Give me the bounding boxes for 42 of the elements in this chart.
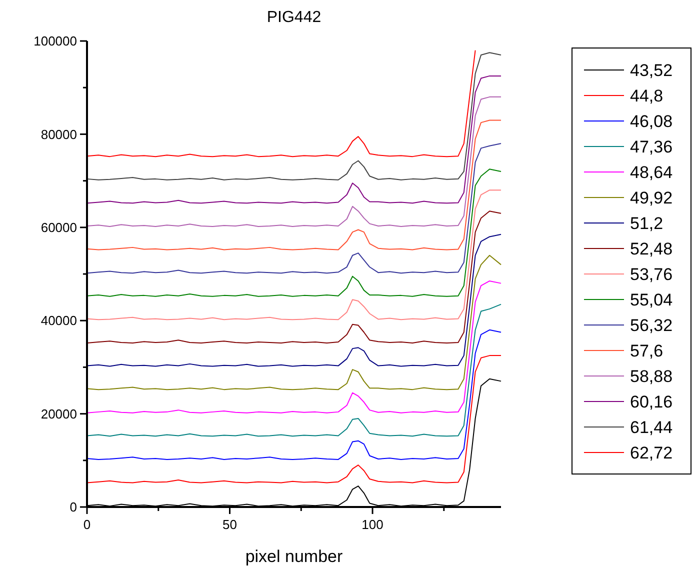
y-tick-label: 80000	[40, 126, 77, 142]
legend-label: 58,88	[630, 366, 673, 386]
y-tick-label: 20000	[40, 406, 77, 422]
legend-label: 57,6	[630, 341, 664, 360]
legend-label: 46,08	[630, 112, 673, 131]
line-series	[86, 143, 502, 274]
legend-label: 47,36	[630, 137, 673, 156]
y-tick-label: 0	[70, 500, 77, 515]
legend-label: 49,92	[630, 188, 673, 208]
legend-label: 51,2	[630, 214, 664, 233]
chart-title: PIG442	[266, 9, 322, 26]
legend-label: 48,64	[630, 162, 673, 182]
line-series	[86, 120, 502, 250]
y-tick-label: 100000	[34, 34, 77, 49]
legend-label: 56,32	[630, 316, 673, 335]
x-tick-label: 50	[222, 517, 237, 532]
legend-label: 52,48	[630, 239, 673, 258]
line-series	[86, 329, 502, 460]
line-series	[86, 50, 476, 158]
x-tick-label: 100	[362, 517, 384, 532]
x-tick-label: 0	[83, 517, 91, 532]
line-series	[86, 168, 502, 297]
line-series	[86, 52, 502, 180]
line-series	[86, 190, 502, 320]
line-series	[86, 280, 502, 414]
y-tick-label: 60000	[40, 220, 77, 235]
legend-label: 60,16	[630, 392, 673, 412]
legend-label: 43,52	[630, 60, 673, 80]
line-series	[86, 96, 502, 227]
legend-label: 62,72	[630, 443, 673, 462]
legend-label: 61,44	[630, 418, 673, 437]
y-tick-label: 40000	[40, 313, 77, 328]
legend-label: 55,04	[630, 290, 673, 310]
line-series	[86, 75, 502, 204]
x-axis-title: pixel number	[245, 547, 343, 566]
line-series	[86, 355, 502, 484]
line-series	[86, 210, 502, 344]
legend-label: 44,8	[630, 86, 664, 106]
line-series	[86, 254, 502, 390]
legend-label: 53,76	[630, 264, 673, 284]
line-series	[86, 304, 502, 437]
line-series	[86, 234, 502, 367]
